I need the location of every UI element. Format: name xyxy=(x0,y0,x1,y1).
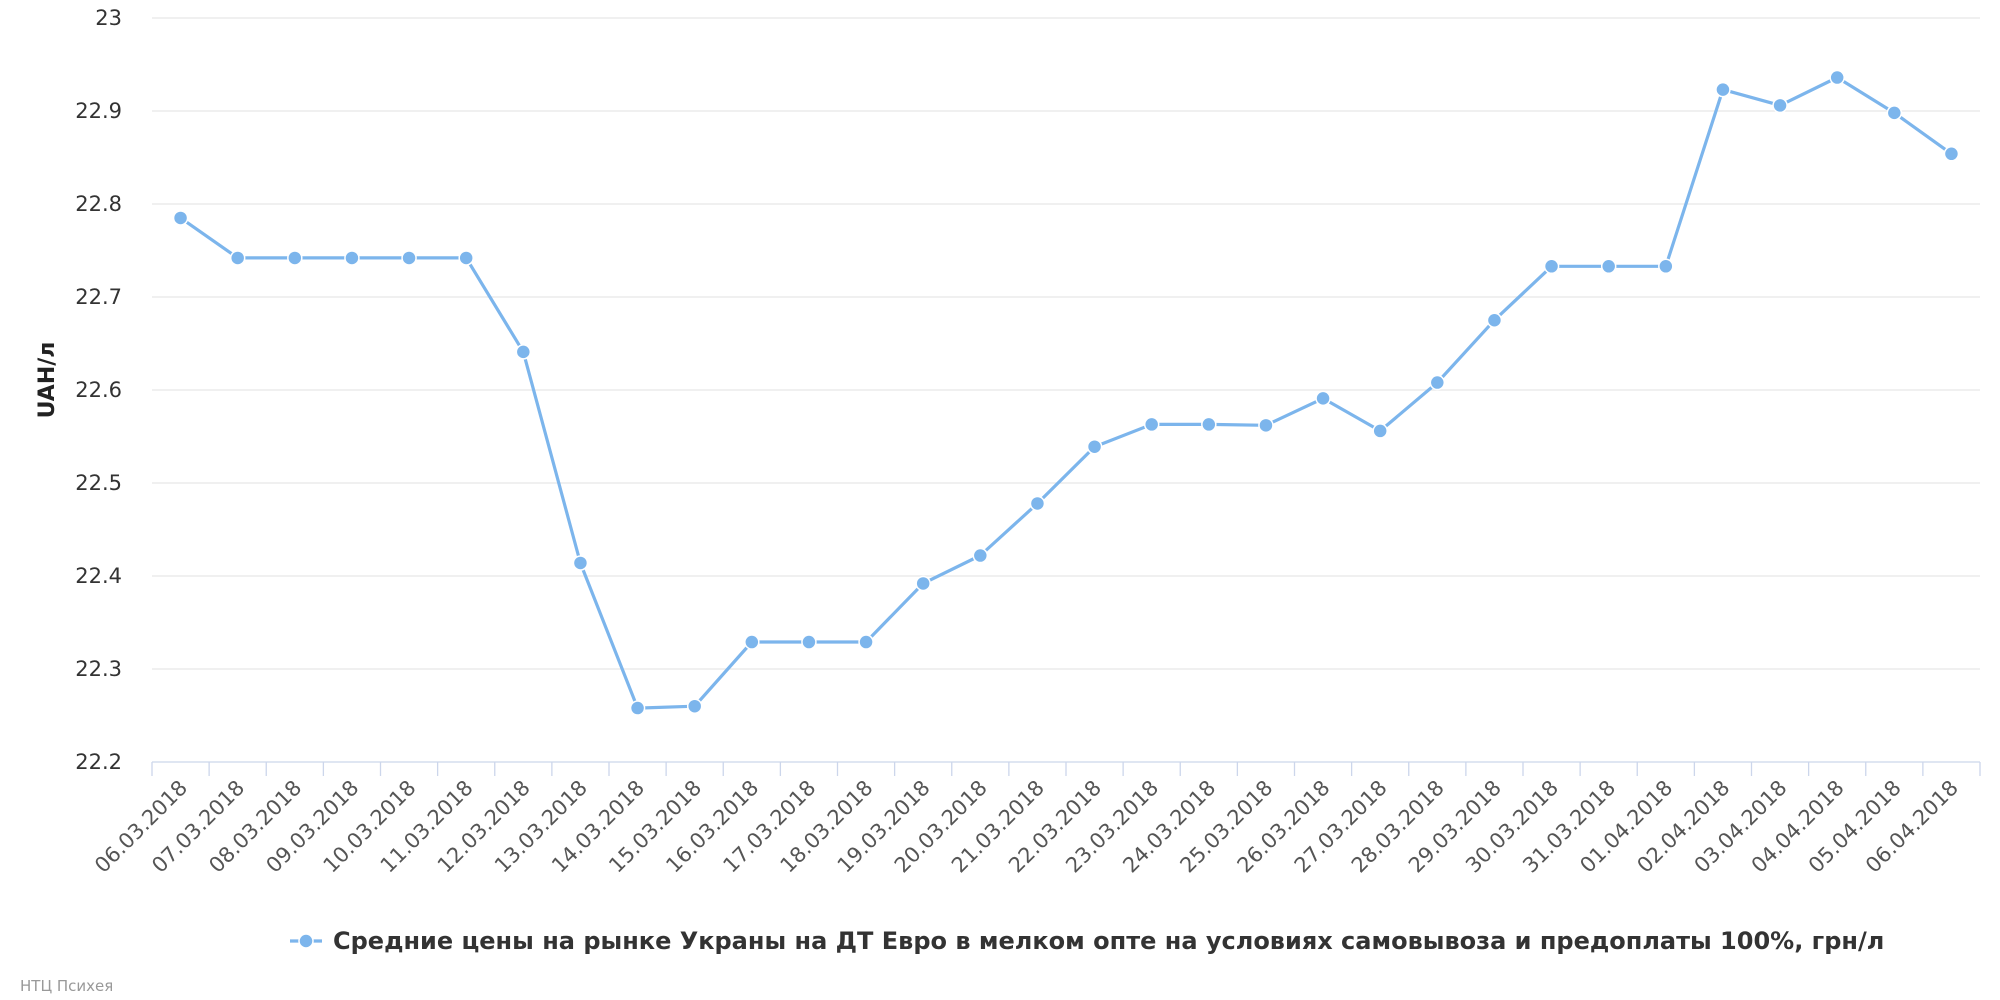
data-point[interactable] xyxy=(1772,97,1788,114)
data-point[interactable] xyxy=(858,634,874,650)
data-point[interactable] xyxy=(401,250,417,266)
legend-dot-marker xyxy=(298,933,314,949)
data-point[interactable] xyxy=(1315,390,1331,407)
data-point[interactable] xyxy=(686,698,703,714)
data-point[interactable] xyxy=(1658,258,1674,275)
data-point[interactable] xyxy=(1258,417,1274,434)
y-tick-label: 22.9 xyxy=(75,99,122,123)
data-point[interactable] xyxy=(1143,416,1160,433)
y-axis-title: UAH/л xyxy=(35,342,60,419)
legend-label: Средние цены на рынке Украны на ДТ Евро … xyxy=(333,927,1884,955)
y-tick-label: 22.8 xyxy=(75,192,122,216)
data-point[interactable] xyxy=(1886,105,1903,121)
data-point[interactable] xyxy=(229,250,246,266)
data-point[interactable] xyxy=(344,250,360,266)
series-plot[interactable] xyxy=(172,69,1960,716)
data-point[interactable] xyxy=(1201,416,1217,433)
y-tick-label: 22.6 xyxy=(75,378,122,402)
grid xyxy=(152,17,1980,670)
data-point[interactable] xyxy=(744,634,760,650)
data-point[interactable] xyxy=(1943,146,1960,162)
y-tick-label: 22.3 xyxy=(75,657,122,681)
data-point[interactable] xyxy=(1372,423,1388,439)
data-point[interactable] xyxy=(629,700,646,716)
data-point[interactable] xyxy=(1486,312,1503,328)
data-point[interactable] xyxy=(801,634,817,650)
data-point[interactable] xyxy=(287,250,303,266)
legend[interactable]: Средние цены на рынке Украны на ДТ Евро … xyxy=(290,927,1884,955)
data-point[interactable] xyxy=(572,555,589,571)
data-point[interactable] xyxy=(1543,258,1560,275)
data-point[interactable] xyxy=(1715,81,1731,98)
credits-text[interactable]: НТЦ Психея xyxy=(20,977,113,995)
data-point[interactable] xyxy=(172,210,189,226)
data-point[interactable] xyxy=(1829,69,1845,86)
data-point[interactable] xyxy=(458,250,474,266)
data-point[interactable] xyxy=(1429,374,1446,391)
data-point[interactable] xyxy=(972,547,989,564)
data-point[interactable] xyxy=(1029,495,1046,512)
y-tick-label: 22.4 xyxy=(75,564,122,588)
x-axis: 06.03.201807.03.201808.03.201809.03.2018… xyxy=(90,761,1981,878)
data-point[interactable] xyxy=(1600,258,1617,275)
series-line[interactable] xyxy=(179,75,1953,710)
y-axis-labels: 22.2 22.3 22.4 22.5 22.6 22.7 22.8 22.9 23 xyxy=(75,6,122,774)
data-point[interactable] xyxy=(515,344,532,360)
y-tick-label: 23 xyxy=(95,6,122,30)
y-tick-label: 22.5 xyxy=(75,471,122,495)
data-point[interactable] xyxy=(1086,438,1103,455)
data-point[interactable] xyxy=(915,575,931,592)
y-tick-label: 22.7 xyxy=(75,285,122,309)
y-tick-label: 22.2 xyxy=(75,750,122,774)
